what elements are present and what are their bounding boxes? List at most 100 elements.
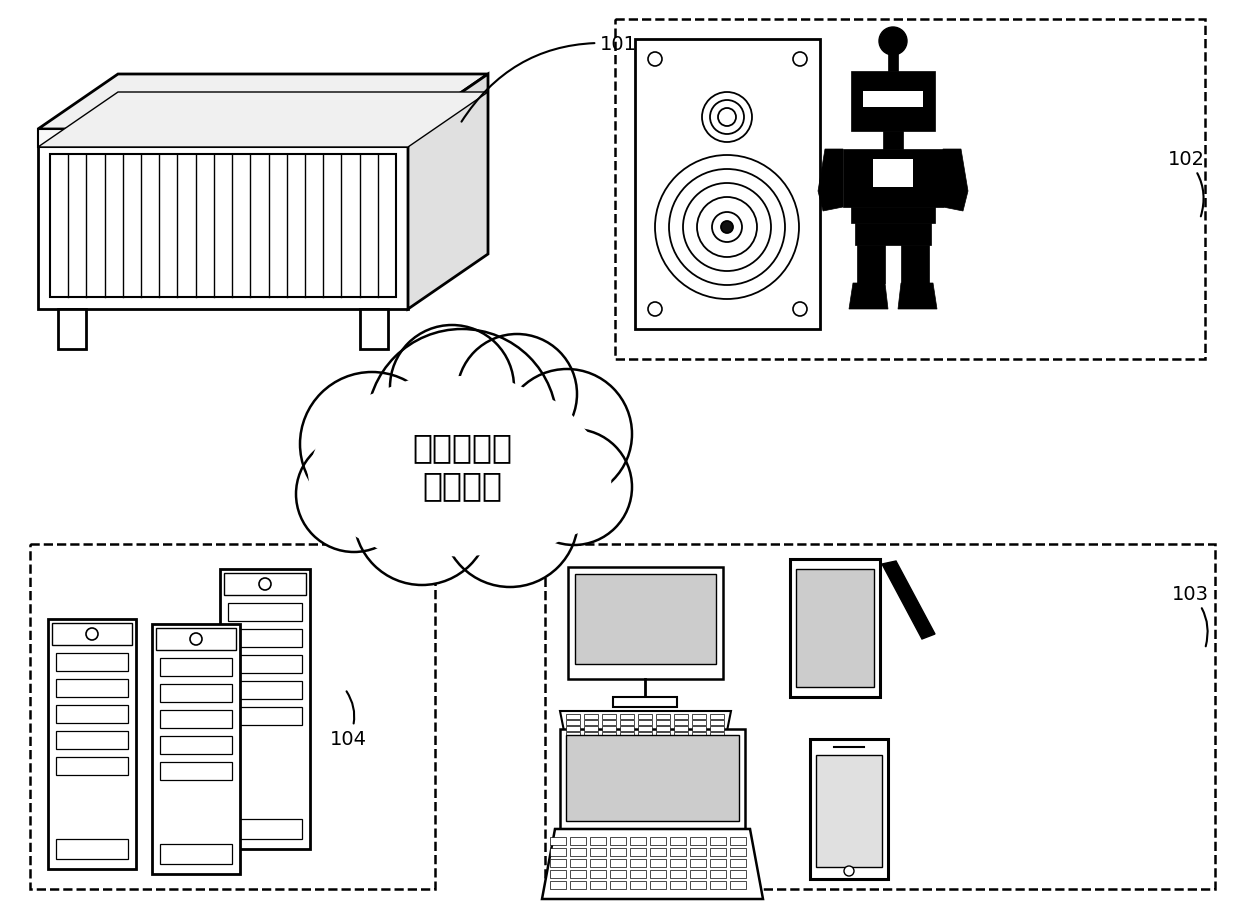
Circle shape <box>516 429 632 545</box>
Bar <box>570 837 587 845</box>
Circle shape <box>794 53 807 67</box>
Bar <box>610 870 626 878</box>
Bar <box>796 570 874 687</box>
Bar <box>56 679 128 698</box>
Bar <box>675 732 688 737</box>
Polygon shape <box>882 562 935 640</box>
Bar <box>650 881 666 889</box>
Bar <box>630 881 646 889</box>
Bar <box>670 837 686 845</box>
Bar <box>730 859 746 867</box>
Bar <box>656 720 670 725</box>
Bar <box>689 837 706 845</box>
Circle shape <box>296 437 412 552</box>
Bar <box>219 570 310 849</box>
Bar <box>228 604 303 621</box>
Bar <box>56 705 128 723</box>
Polygon shape <box>542 829 763 899</box>
Circle shape <box>391 325 515 449</box>
Bar <box>156 629 236 651</box>
Bar <box>901 245 929 284</box>
Circle shape <box>458 335 577 455</box>
Polygon shape <box>38 93 489 148</box>
Bar <box>48 619 136 869</box>
Circle shape <box>712 213 742 243</box>
Bar <box>546 544 1215 889</box>
Bar <box>863 92 923 108</box>
Bar <box>570 859 587 867</box>
Bar <box>224 573 306 596</box>
Bar <box>816 755 882 867</box>
Bar <box>565 735 739 821</box>
Circle shape <box>655 156 799 300</box>
Bar <box>650 837 666 845</box>
Text: 无线网络: 无线网络 <box>422 469 502 502</box>
Bar <box>160 658 232 676</box>
Bar <box>56 757 128 775</box>
Bar <box>610 859 626 867</box>
Bar <box>656 732 670 737</box>
Polygon shape <box>308 375 613 558</box>
Bar <box>711 848 725 857</box>
Bar <box>635 40 820 330</box>
Bar <box>670 870 686 878</box>
Bar <box>570 870 587 878</box>
Bar <box>670 881 686 889</box>
Bar <box>590 859 606 867</box>
Bar <box>584 732 598 737</box>
Text: 103: 103 <box>1172 584 1209 647</box>
Bar <box>790 560 880 698</box>
Circle shape <box>844 866 854 876</box>
Circle shape <box>300 372 444 516</box>
Bar <box>675 714 688 720</box>
Bar <box>601 714 616 720</box>
Bar <box>711 881 725 889</box>
Bar <box>590 881 606 889</box>
Polygon shape <box>942 150 968 211</box>
Bar <box>160 685 232 702</box>
Bar <box>620 714 634 720</box>
Bar <box>584 720 598 725</box>
Bar <box>851 208 935 223</box>
Bar <box>153 624 241 874</box>
Bar <box>228 708 303 725</box>
Circle shape <box>720 221 733 233</box>
Bar <box>590 848 606 857</box>
Bar <box>38 130 408 148</box>
Bar <box>565 726 580 732</box>
Bar <box>711 837 725 845</box>
Bar <box>160 844 232 864</box>
Bar <box>730 881 746 889</box>
Bar <box>570 881 587 889</box>
Bar <box>689 848 706 857</box>
Bar <box>584 726 598 732</box>
Bar <box>639 732 652 737</box>
Bar <box>630 837 646 845</box>
Bar <box>601 732 616 737</box>
Bar <box>613 698 677 708</box>
Bar <box>630 859 646 867</box>
Circle shape <box>86 629 98 641</box>
Bar <box>670 848 686 857</box>
Bar <box>639 726 652 732</box>
Polygon shape <box>408 75 489 310</box>
Bar <box>851 72 935 131</box>
Bar <box>160 762 232 780</box>
Bar <box>570 848 587 857</box>
Bar <box>56 653 128 671</box>
Polygon shape <box>560 711 732 742</box>
Bar <box>560 729 745 829</box>
Bar <box>565 714 580 720</box>
Bar <box>551 848 565 857</box>
Bar <box>228 819 303 839</box>
Bar <box>639 720 652 725</box>
Circle shape <box>718 108 737 127</box>
Circle shape <box>353 449 490 585</box>
Circle shape <box>697 198 756 257</box>
Bar <box>689 881 706 889</box>
Bar <box>650 859 666 867</box>
Bar <box>565 732 580 737</box>
Bar <box>551 859 565 867</box>
Circle shape <box>670 170 785 286</box>
Text: 102: 102 <box>1168 150 1205 217</box>
